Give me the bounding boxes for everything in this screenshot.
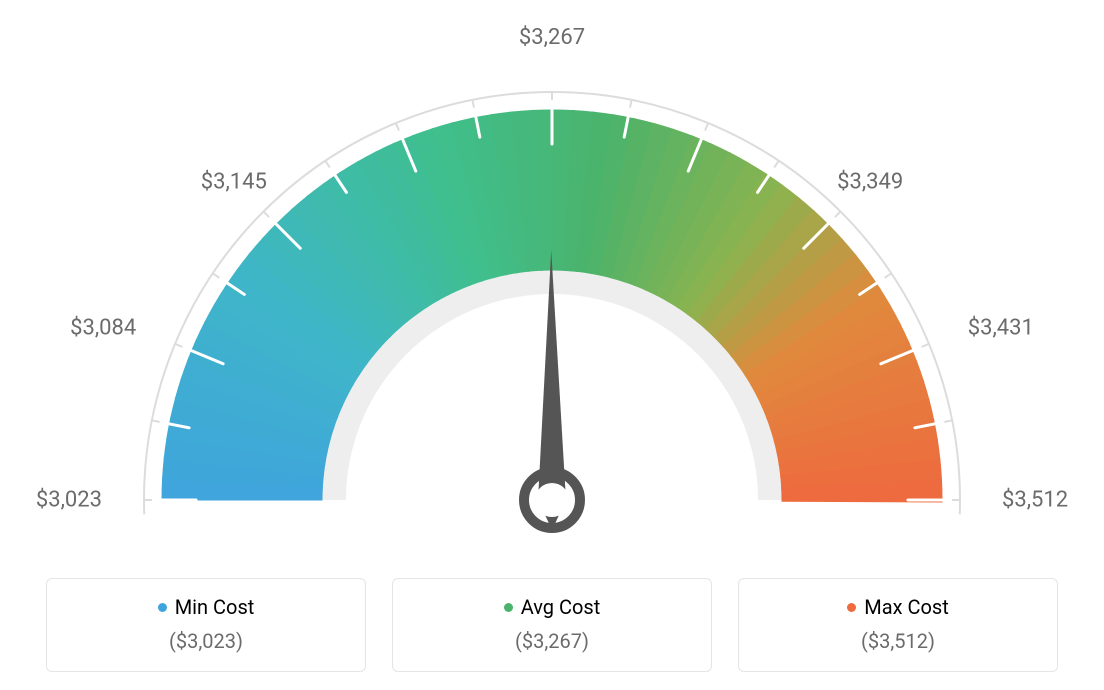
legend-dot-min (158, 603, 167, 612)
gauge-tick-label: $3,267 (519, 25, 585, 50)
legend-dot-max (847, 603, 856, 612)
gauge-tick-label: $3,023 (36, 488, 102, 513)
legend-title-min: Min Cost (175, 595, 255, 619)
legend-card-min: Min Cost ($3,023) (46, 578, 366, 672)
gauge-chart: $3,023 $3,084 $3,145 $3,267 $3,349 $3,431 $3,5… (0, 0, 1104, 560)
legend-card-max: Max Cost ($3,512) (738, 578, 1058, 672)
gauge-tick-label: $3,084 (70, 315, 136, 340)
gauge-tick-label: $3,431 (968, 315, 1034, 340)
legend-value-max: ($3,512) (739, 629, 1057, 653)
gauge-tick-label: $3,145 (201, 169, 267, 194)
legend-value-min: ($3,023) (47, 629, 365, 653)
legend-dot-avg (504, 603, 513, 612)
legend-title-max: Max Cost (864, 595, 949, 619)
legend-title-avg: Avg Cost (521, 595, 601, 619)
legend-value-avg: ($3,267) (393, 629, 711, 653)
gauge-tick-label: $3,512 (1002, 488, 1068, 513)
legend-row: Min Cost ($3,023) Avg Cost ($3,267) Max … (0, 578, 1104, 672)
legend-card-avg: Avg Cost ($3,267) (392, 578, 712, 672)
gauge-svg (102, 30, 1002, 570)
gauge-tick-label: $3,349 (837, 169, 903, 194)
